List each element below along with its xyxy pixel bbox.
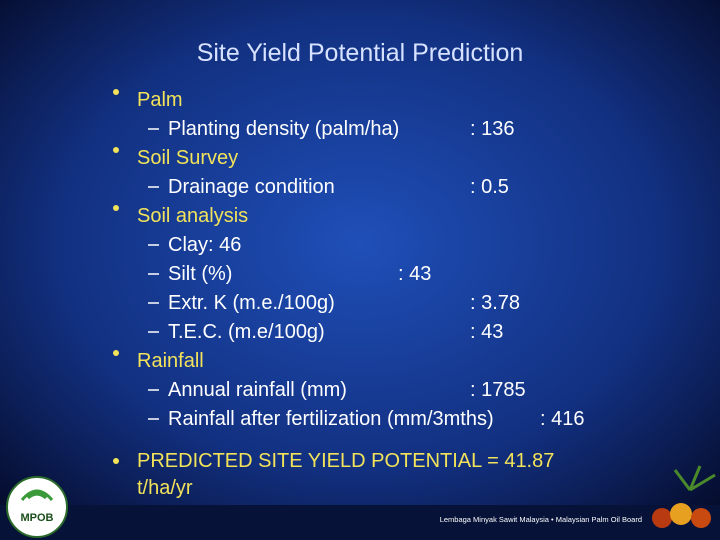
palm-fruit (652, 465, 716, 528)
sub-label: Extr. K (m.e./100g) (168, 292, 335, 314)
bullets: Palm Planting density (palm/ha) : 136 So… (113, 89, 584, 499)
sub-value: : 0.5 (470, 176, 509, 198)
result-line: PREDICTED SITE YIELD POTENTIAL = 41.87 (137, 450, 554, 472)
sub-label: Annual rainfall (mm) (168, 379, 347, 401)
bullet (113, 147, 119, 153)
bullet (113, 205, 119, 211)
fruit (670, 503, 692, 525)
frond (673, 465, 716, 492)
sub-value: : 1785 (470, 379, 526, 401)
bullet (113, 89, 119, 95)
sub-value: : 3.78 (470, 292, 520, 314)
item-label: Rainfall (137, 350, 204, 372)
item-label: Palm (137, 89, 183, 111)
item-label: Soil Survey (137, 147, 238, 169)
sub-label: Drainage condition (168, 176, 335, 198)
result-line: t/ha/yr (137, 477, 193, 499)
sub-label: T.E.C. (m.e/100g) (168, 321, 325, 343)
sub-value: : 136 (470, 118, 514, 140)
footer-band (0, 505, 720, 540)
slide-title: Site Yield Potential Prediction (197, 39, 524, 67)
logo: MPOB (6, 476, 68, 538)
fruit (691, 508, 711, 528)
fruit (652, 508, 672, 528)
footer-org: Lembaga Minyak Sawit Malaysia • Malaysia… (440, 515, 642, 524)
sub-label: Clay: 46 (168, 234, 241, 256)
sub-label: Planting density (palm/ha) (168, 118, 399, 140)
bullet (113, 458, 119, 464)
sub-value: : 43 (470, 321, 503, 343)
sub-label: Silt (%) (168, 263, 232, 285)
logo-leaf (20, 489, 54, 501)
logo-text: MPOB (21, 512, 54, 524)
bullet (113, 350, 119, 356)
sub-label: Rainfall after fertilization (mm/3mths) (168, 408, 494, 430)
item-label: Soil analysis (137, 205, 248, 227)
logo-circle (6, 476, 68, 538)
sub-value: : 416 (540, 408, 584, 430)
sub-value: : 43 (398, 263, 431, 285)
